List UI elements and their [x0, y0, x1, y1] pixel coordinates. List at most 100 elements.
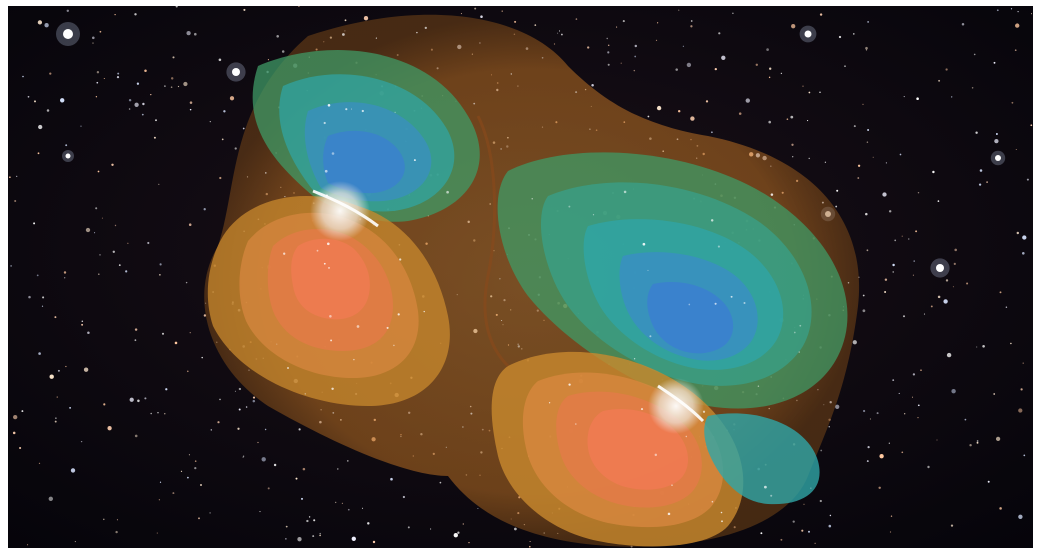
star [114, 224, 117, 227]
star [745, 98, 750, 103]
star [568, 383, 571, 386]
star [81, 320, 84, 323]
star [966, 282, 969, 285]
star [323, 262, 326, 265]
star [755, 63, 758, 66]
star [129, 397, 134, 402]
star [341, 502, 344, 505]
star [170, 77, 174, 80]
star [34, 100, 36, 103]
star [9, 176, 11, 178]
star [982, 345, 985, 348]
star [501, 319, 503, 322]
star [209, 121, 211, 123]
star [397, 313, 400, 316]
star [28, 295, 31, 299]
star [828, 524, 832, 528]
star [399, 258, 402, 261]
star [308, 516, 311, 518]
star [229, 96, 235, 101]
star [999, 291, 1002, 294]
star [300, 497, 304, 500]
star [187, 476, 189, 479]
star [884, 291, 887, 293]
star [386, 326, 389, 329]
star [209, 512, 211, 514]
star [141, 113, 144, 116]
star [951, 389, 956, 394]
star [306, 519, 309, 523]
star [283, 252, 286, 255]
star [170, 86, 173, 88]
star [327, 266, 331, 269]
upper-left-cool-lobe [252, 50, 480, 222]
star [912, 274, 914, 276]
star [901, 451, 904, 454]
star [423, 310, 425, 313]
star [203, 314, 207, 317]
star [264, 428, 267, 431]
star [56, 396, 58, 398]
star [188, 223, 192, 226]
star [474, 7, 477, 10]
star [218, 58, 222, 62]
star [234, 147, 237, 150]
star [634, 44, 638, 48]
star [657, 22, 659, 24]
star [185, 281, 188, 284]
star [702, 410, 706, 413]
star [721, 55, 726, 60]
star [867, 445, 870, 449]
star [331, 387, 334, 391]
star [634, 55, 637, 58]
star [210, 429, 213, 431]
star [453, 533, 458, 538]
star [38, 124, 43, 130]
star [64, 277, 66, 279]
star [42, 296, 45, 299]
star [901, 235, 903, 237]
star [13, 414, 18, 420]
star [690, 20, 693, 22]
star [647, 269, 649, 271]
star [281, 50, 285, 53]
star [36, 274, 39, 277]
star [118, 264, 121, 266]
star [96, 71, 100, 74]
star [327, 104, 331, 107]
star [853, 125, 856, 128]
star [112, 250, 115, 253]
star [862, 103, 864, 106]
star [238, 408, 241, 411]
star [986, 181, 988, 183]
star [242, 456, 244, 458]
star [888, 210, 892, 213]
star [558, 30, 561, 32]
star [46, 109, 50, 112]
star [768, 76, 771, 79]
star [952, 286, 954, 288]
star [885, 162, 888, 164]
star [136, 82, 140, 85]
star [430, 528, 432, 530]
star [920, 369, 922, 372]
star [74, 541, 76, 543]
star [844, 65, 846, 67]
star [930, 305, 933, 308]
star [302, 467, 306, 471]
star [144, 397, 147, 400]
star [606, 37, 608, 40]
star [927, 465, 930, 469]
star [164, 85, 166, 87]
star [298, 428, 301, 431]
star [221, 138, 224, 141]
star [219, 176, 222, 180]
star [134, 339, 137, 342]
star [445, 446, 447, 448]
star [743, 301, 746, 305]
star [675, 68, 678, 71]
star [973, 53, 976, 56]
star [793, 331, 796, 334]
lower-right-teal-lobe [704, 413, 820, 505]
star [950, 524, 954, 527]
